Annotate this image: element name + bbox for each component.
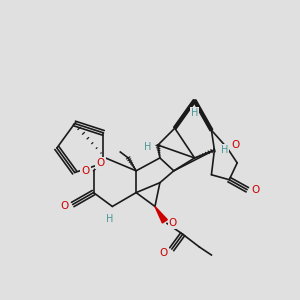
Text: H: H <box>220 145 228 155</box>
Polygon shape <box>174 100 196 129</box>
Text: O: O <box>169 218 177 228</box>
Polygon shape <box>155 206 167 223</box>
Text: O: O <box>160 248 168 258</box>
Text: O: O <box>82 166 90 176</box>
Text: O: O <box>251 184 259 195</box>
Text: H: H <box>144 142 152 152</box>
Text: H: H <box>106 214 113 224</box>
Polygon shape <box>193 100 213 131</box>
Text: O: O <box>61 202 69 212</box>
Text: O: O <box>231 140 239 150</box>
Text: O: O <box>96 158 105 168</box>
Text: H: H <box>191 108 198 118</box>
